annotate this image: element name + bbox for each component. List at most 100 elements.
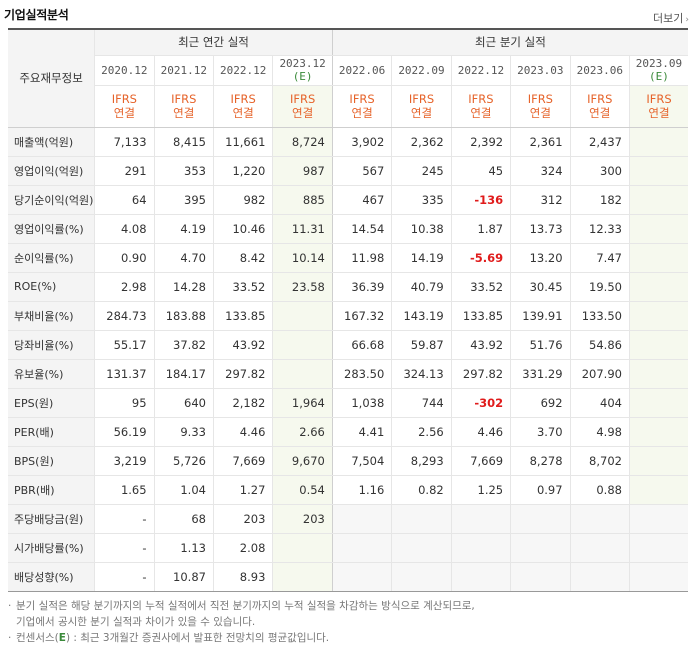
- cell-value: -5.69: [450, 243, 511, 273]
- consolidated-text: 연결: [232, 106, 254, 120]
- cell-value: 40.79: [391, 272, 452, 302]
- period-2023-03: 2023.03: [510, 55, 571, 86]
- cell-value: 335: [391, 185, 452, 215]
- row-label: ROE(%): [8, 272, 95, 302]
- financial-table: 주요재무정보 최근 연간 실적 최근 분기 실적 2020.12 2021.12 2…: [8, 28, 688, 592]
- row-label: 시가배당률(%): [8, 533, 95, 563]
- cell-value: 331.29: [510, 359, 571, 389]
- period-2023-06: 2023.06: [569, 55, 630, 86]
- cell-value: 11.98: [331, 243, 392, 273]
- consolidated-text: 연결: [113, 106, 135, 120]
- cell-value: 4.70: [153, 243, 214, 273]
- cell-value: 0.54: [272, 475, 333, 505]
- cell-value: [569, 504, 630, 534]
- cell-value: 8,724: [272, 127, 333, 157]
- row-label: 부채비율(%): [8, 301, 95, 331]
- table-row: 주당배당금(원) -68 203 203: [8, 504, 688, 534]
- consolidated-text: 연결: [470, 106, 492, 120]
- period-date: 2021.12: [160, 63, 207, 77]
- row-label: EPS(원): [8, 388, 95, 418]
- row-label: 당좌비율(%): [8, 330, 95, 360]
- cell-value: 744: [391, 388, 452, 418]
- cell-value: 12.33: [569, 214, 630, 244]
- cell-value: 68: [153, 504, 214, 534]
- cell-value: 8.93: [212, 562, 273, 592]
- cell-value: 13.20: [510, 243, 571, 273]
- footnote-line: 분기 실적은 해당 분기까지의 누적 실적에서 직전 분기까지의 누적 실적을 …: [16, 600, 475, 612]
- cell-value: 567: [331, 156, 392, 186]
- cell-value: 203: [212, 504, 273, 534]
- ifrs-label: IFRS 연결: [391, 85, 452, 128]
- cell-value: [272, 359, 333, 389]
- cell-value: [628, 504, 688, 534]
- cell-value: 3.70: [510, 417, 571, 447]
- ifrs-text: IFRS: [111, 92, 137, 106]
- period-date: 2023.09: [635, 57, 683, 70]
- cell-value: -: [94, 562, 155, 592]
- table-row: EPS(원) 95 640 2,182 1,964 1,038 744 -302 692 404: [8, 388, 688, 418]
- cell-value: 30.45: [510, 272, 571, 302]
- table-row: 시가배당률(%) -1.13 2.08: [8, 533, 688, 563]
- cell-value: 37.82: [153, 330, 214, 360]
- cell-value: 33.52: [450, 272, 511, 302]
- cell-value: 0.88: [569, 475, 630, 505]
- cell-value: 4.46: [450, 417, 511, 447]
- cell-value: 1.87: [450, 214, 511, 244]
- cell-value: [450, 562, 511, 592]
- consolidated-text: 연결: [410, 106, 433, 120]
- bullet-icon: ·: [8, 632, 12, 644]
- cell-value: [272, 562, 333, 592]
- cell-value: 167.32: [331, 301, 392, 331]
- cell-value: 297.82: [450, 359, 511, 389]
- cell-value: 0.82: [391, 475, 452, 505]
- cell-value: -302: [450, 388, 511, 418]
- cell-value: 3,902: [331, 127, 392, 157]
- ifrs-label: IFRS 연결: [331, 85, 392, 128]
- cell-value: 19.50: [569, 272, 630, 302]
- cell-value: 324.13: [391, 359, 452, 389]
- cell-value: 4.41: [331, 417, 392, 447]
- cell-value: [331, 533, 392, 563]
- cell-value: 143.19: [391, 301, 452, 331]
- period-2022-12: 2022.12: [212, 55, 273, 86]
- ifrs-label: IFRS 연결: [272, 85, 333, 128]
- cell-value: 64: [94, 185, 155, 215]
- cell-value: [569, 533, 630, 563]
- more-link-label: 더보기: [653, 12, 684, 25]
- cell-value: 51.76: [510, 330, 571, 360]
- table-row: 순이익률(%) 0.90 4.70 8.42 10.14 11.98 14.19 -5.69 1…: [8, 243, 688, 273]
- table-row: 부채비율(%) 284.73 183.88 133.85 167.32 143.19 133…: [8, 301, 688, 331]
- cell-value: 23.58: [272, 272, 333, 302]
- cell-value: [391, 562, 452, 592]
- cell-value: 133.50: [569, 301, 630, 331]
- cell-value: -136: [450, 185, 511, 215]
- estimate-mark: (E): [292, 70, 313, 83]
- row-label: 순이익률(%): [8, 243, 95, 273]
- cell-value: 95: [94, 388, 155, 418]
- consolidated-text: 연결: [292, 106, 314, 120]
- cell-value: [628, 533, 688, 563]
- cell-value: [628, 272, 688, 302]
- cell-value: 2,392: [450, 127, 511, 157]
- cell-value: 133.85: [450, 301, 511, 331]
- cell-value: [628, 330, 688, 360]
- cell-value: 297.82: [212, 359, 273, 389]
- table-row: 영업이익률(%) 4.08 4.19 10.46 11.31 14.54 10.38 1.87…: [8, 214, 688, 244]
- section-title: 기업실적분석: [4, 8, 69, 22]
- cell-value: 312: [510, 185, 571, 215]
- cell-value: 7,133: [94, 127, 155, 157]
- cell-value: [510, 504, 571, 534]
- more-link[interactable]: 더보기 ›: [653, 10, 689, 26]
- cell-value: [569, 562, 630, 592]
- cell-value: 283.50: [331, 359, 392, 389]
- cell-value: 1,038: [331, 388, 392, 418]
- cell-value: 8,415: [153, 127, 214, 157]
- cell-value: 14.28: [153, 272, 214, 302]
- cell-value: 183.88: [153, 301, 214, 331]
- cell-value: 36.39: [331, 272, 392, 302]
- ifrs-label: IFRS 연결: [153, 85, 214, 128]
- consolidated-text: 연결: [529, 106, 551, 120]
- cell-value: 0.90: [94, 243, 155, 273]
- cell-value: 885: [272, 185, 333, 215]
- cell-value: 1.13: [153, 533, 214, 563]
